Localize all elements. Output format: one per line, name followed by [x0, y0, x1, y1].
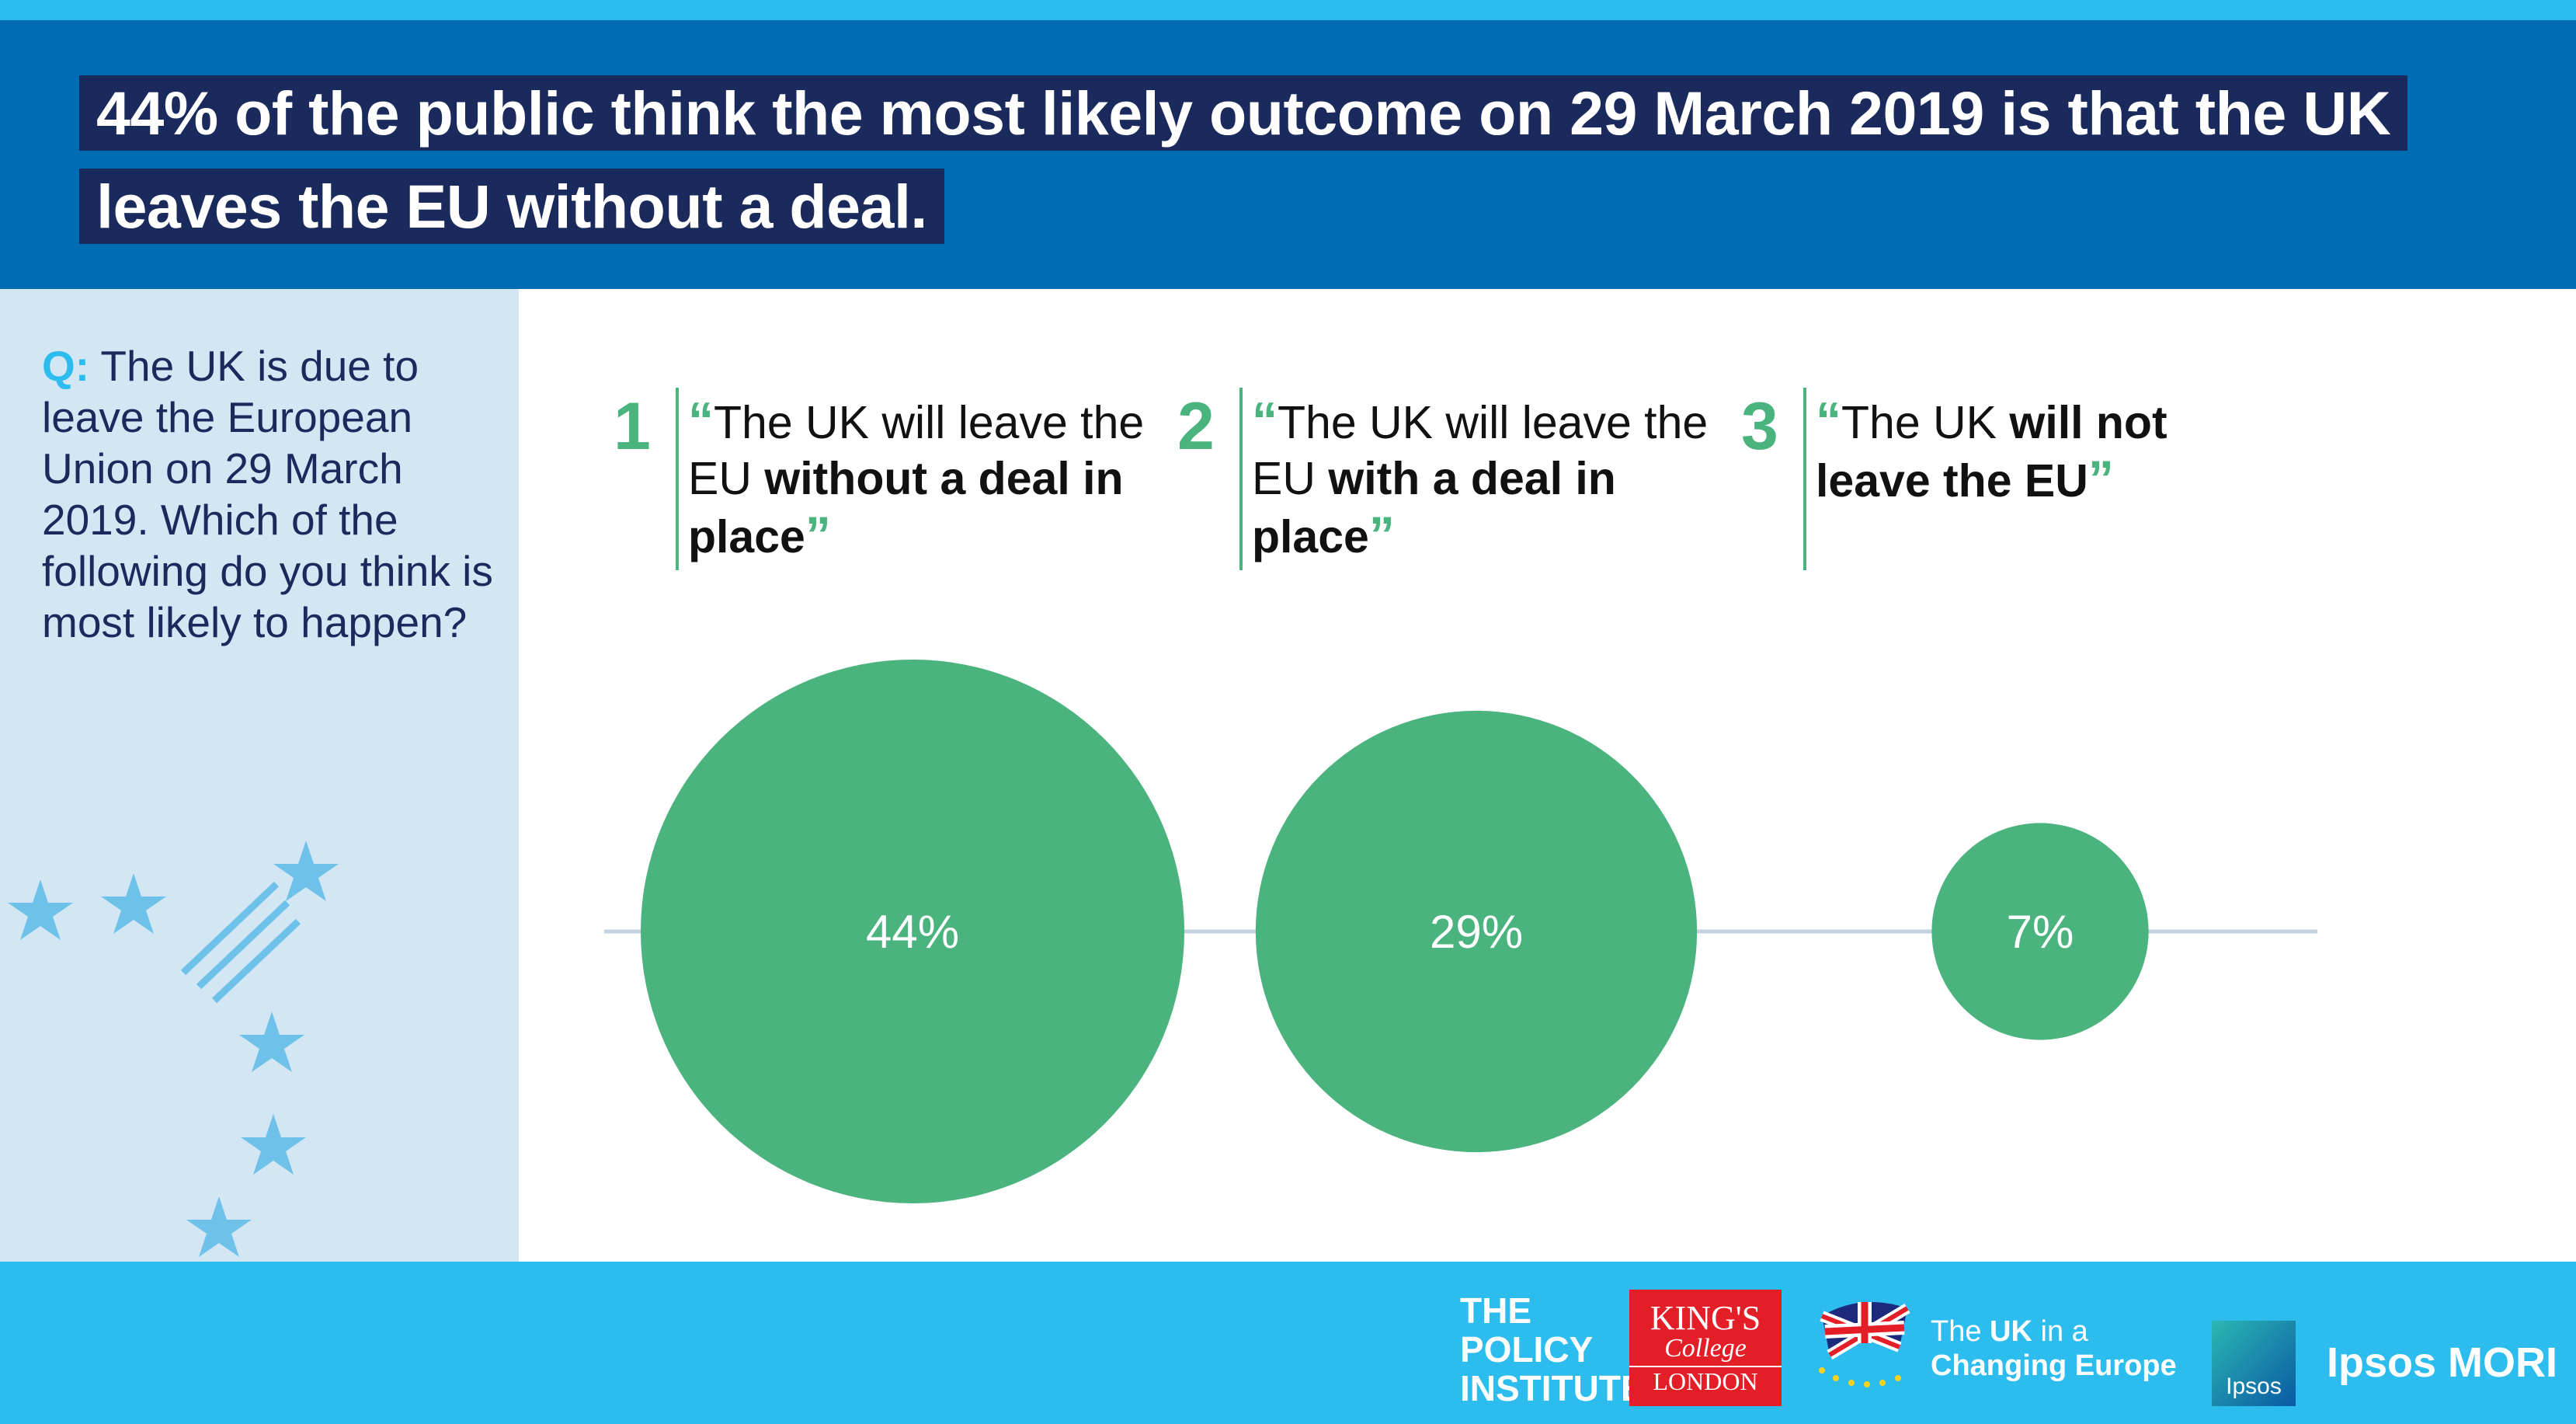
star-icon: [241, 1114, 306, 1175]
survey-question: Q: The UK is due to leave the European U…: [42, 340, 508, 648]
bubble-chart: 44% 29% 7%: [604, 660, 2317, 1203]
eu-stars-decoration: [8, 841, 339, 1257]
quote-close-icon: ”: [805, 506, 831, 563]
quote-close-icon: ”: [2088, 450, 2114, 507]
option-divider: [1803, 388, 1806, 570]
option-label: “The UK will leave the EU without a deal…: [688, 392, 1146, 565]
star-icon: [239, 1011, 304, 1072]
star-icon: [186, 1196, 252, 1257]
option-number: 2: [1177, 389, 1215, 464]
page-title: 44% of the public think the most likely …: [79, 67, 2533, 253]
star-icon: [273, 841, 339, 901]
union-flag-icon: [1819, 1302, 1910, 1387]
option-plain-text: The UK will leave the EU: [688, 397, 1145, 504]
option-divider: [676, 388, 679, 570]
question-sidebar: Q: The UK is due to leave the European U…: [0, 289, 519, 1262]
quote-close-icon: ”: [1368, 506, 1395, 563]
option-bold-text: with a deal in place: [1252, 453, 1616, 562]
option-plain-text: The UK will leave the EU: [1252, 397, 1709, 504]
policy-institute-logo: THE POLICY INSTITUTE: [1460, 1290, 1645, 1408]
option-bold-text: without a deal in place: [688, 453, 1124, 562]
star-icon: [8, 879, 73, 940]
option-bold-text: will not leave the EU: [1816, 397, 2168, 507]
question-prefix: Q:: [42, 342, 90, 390]
option-number: 3: [1741, 389, 1778, 464]
bubble-2: [1255, 710, 1698, 1153]
quote-open-icon: “: [688, 392, 714, 449]
uk-changing-europe-logo: The UK in a Changing Europe: [1806, 1285, 2195, 1409]
footer: THE POLICY INSTITUTE KING'S College LOND…: [0, 1262, 2576, 1424]
header-banner: [0, 20, 2576, 289]
option-divider: [1239, 388, 1243, 570]
option-label: “The UK will leave the EU with a deal in…: [1252, 392, 1710, 565]
bubble-value-label: 44%: [866, 906, 959, 958]
ipsos-mori-logo: Ipsos MORI: [2327, 1339, 2558, 1386]
option-plain-text: The UK: [1841, 397, 2010, 448]
option-number: 1: [614, 389, 651, 464]
chart-area: 1 “The UK will leave the EU without a de…: [519, 289, 2576, 1262]
headline-text: 44% of the public think the most likely …: [79, 75, 2408, 244]
bubble-1: [641, 660, 1184, 1203]
ipsos-logo-icon: Ipsos: [2212, 1321, 2296, 1406]
quote-open-icon: “: [1816, 392, 1841, 449]
bubble-value-label: 29%: [1430, 906, 1523, 958]
option-label: “The UK will not leave the EU”: [1816, 392, 2274, 509]
bubble-3: [1931, 823, 2149, 1040]
quote-open-icon: “: [1252, 392, 1278, 449]
question-text: The UK is due to leave the European Unio…: [42, 342, 493, 646]
bubble-value-label: 7%: [2007, 906, 2074, 958]
kings-college-logo: KING'S College LONDON: [1629, 1290, 1782, 1406]
star-icon: [101, 873, 166, 934]
star-trail-icon: [180, 881, 301, 1004]
top-stripe: [0, 0, 2576, 20]
